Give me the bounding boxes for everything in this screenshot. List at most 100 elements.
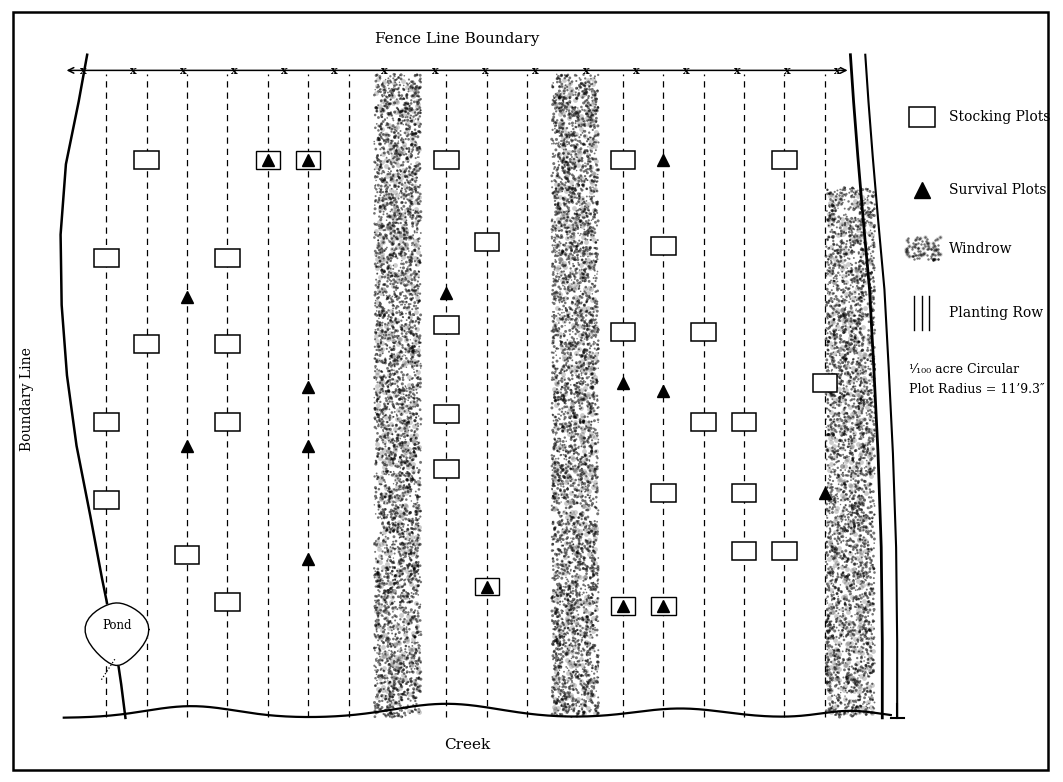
Point bbox=[400, 412, 417, 425]
Point bbox=[402, 435, 419, 447]
Point bbox=[566, 493, 583, 506]
Point bbox=[576, 256, 593, 269]
Point bbox=[560, 608, 577, 620]
Point bbox=[588, 310, 605, 322]
Point bbox=[560, 583, 577, 596]
Point bbox=[555, 155, 572, 167]
Point bbox=[821, 424, 838, 436]
Point bbox=[862, 589, 879, 601]
Point bbox=[405, 400, 422, 413]
Point bbox=[393, 490, 410, 503]
Point bbox=[405, 683, 422, 695]
Point bbox=[388, 390, 405, 403]
Point bbox=[841, 547, 858, 559]
Point bbox=[385, 343, 402, 356]
Point bbox=[553, 88, 570, 100]
Point bbox=[398, 123, 415, 135]
Point bbox=[410, 296, 427, 308]
Point bbox=[547, 376, 564, 389]
Point bbox=[403, 403, 420, 415]
Point bbox=[850, 400, 867, 412]
Point bbox=[553, 618, 570, 630]
Point bbox=[549, 444, 566, 457]
Point bbox=[846, 343, 863, 356]
Point bbox=[368, 568, 385, 580]
Point bbox=[558, 273, 575, 285]
Point bbox=[588, 92, 605, 105]
Point bbox=[842, 654, 859, 666]
Point bbox=[834, 610, 851, 622]
Point bbox=[396, 249, 414, 261]
Point bbox=[819, 283, 836, 296]
Point bbox=[864, 209, 881, 221]
Point bbox=[590, 644, 607, 656]
Point bbox=[855, 438, 872, 450]
Point bbox=[385, 683, 402, 695]
Point bbox=[822, 471, 839, 483]
Point bbox=[566, 702, 583, 715]
Point bbox=[817, 435, 834, 447]
Point bbox=[400, 561, 417, 574]
Point bbox=[553, 363, 570, 375]
Point bbox=[561, 335, 578, 348]
Point bbox=[374, 436, 391, 449]
Point bbox=[388, 74, 405, 86]
Point bbox=[589, 592, 606, 604]
Point bbox=[572, 378, 589, 390]
Point bbox=[581, 314, 598, 327]
Point bbox=[564, 257, 581, 270]
Point bbox=[404, 658, 421, 670]
Point bbox=[401, 421, 418, 433]
Point bbox=[568, 197, 585, 210]
Point bbox=[839, 322, 856, 335]
Point bbox=[551, 125, 568, 138]
Point bbox=[841, 696, 858, 708]
Point bbox=[386, 453, 403, 465]
Point bbox=[368, 469, 385, 482]
Point bbox=[577, 343, 594, 356]
Point bbox=[825, 196, 842, 208]
Point bbox=[826, 465, 843, 477]
Point bbox=[579, 362, 596, 375]
Point bbox=[555, 135, 572, 147]
Point bbox=[409, 162, 426, 174]
Point bbox=[566, 282, 583, 295]
Point bbox=[576, 120, 593, 132]
Point bbox=[860, 670, 877, 683]
Point bbox=[845, 314, 862, 327]
Point bbox=[916, 246, 933, 259]
Point bbox=[584, 442, 601, 454]
Point bbox=[850, 593, 867, 605]
Point bbox=[406, 138, 423, 151]
Point bbox=[581, 225, 598, 238]
Point bbox=[379, 365, 396, 378]
Point bbox=[843, 500, 860, 512]
Point bbox=[383, 267, 400, 279]
Point bbox=[583, 405, 600, 418]
Point bbox=[546, 432, 563, 445]
Point bbox=[411, 472, 428, 485]
Point bbox=[377, 585, 394, 597]
Point bbox=[842, 394, 859, 407]
Point bbox=[571, 705, 588, 718]
Point bbox=[402, 81, 419, 94]
Point bbox=[393, 662, 410, 674]
Point bbox=[862, 582, 879, 594]
Point bbox=[376, 266, 393, 278]
Point bbox=[575, 196, 592, 209]
Point bbox=[367, 565, 384, 577]
Point bbox=[383, 255, 400, 267]
Point bbox=[825, 329, 842, 342]
Point bbox=[384, 419, 401, 432]
Point bbox=[378, 232, 395, 245]
Point bbox=[386, 561, 403, 574]
Point bbox=[391, 580, 408, 593]
Point bbox=[821, 206, 838, 219]
Point bbox=[846, 633, 863, 645]
Point bbox=[826, 245, 843, 257]
Point bbox=[383, 511, 400, 523]
Point bbox=[566, 202, 583, 214]
Point bbox=[368, 641, 385, 654]
Point bbox=[394, 323, 411, 335]
Point bbox=[382, 698, 399, 711]
